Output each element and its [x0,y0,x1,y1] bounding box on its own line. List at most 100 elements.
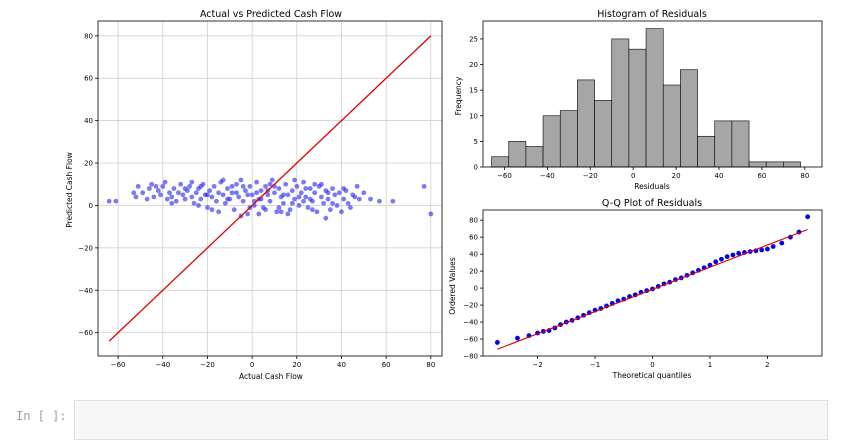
scatter-point [274,209,280,215]
scatter-point [254,179,259,185]
scatter-axes: Actual vs Predicted Cash Flow Actual Cas… [65,9,443,381]
scatter-point [292,196,297,202]
scatter-point [171,186,177,191]
scatter-point [307,196,313,202]
scatter-point [198,196,204,202]
scatter-point [325,190,331,196]
histogram-bar [680,69,698,168]
histogram-bar [611,38,630,168]
qq-ytick-label: 0 [474,285,478,293]
qq-axes: Q-Q Plot of Residuals Theoretical quanti… [448,198,823,380]
scatter-point [294,183,300,189]
qq-point [779,240,785,246]
histogram-xtick-label: 0 [631,172,635,180]
qq-xlabel: Theoretical quantiles [612,371,692,380]
scatter-point [334,203,340,208]
scatter-point [155,188,161,194]
qq-point [736,250,742,256]
scatter-point [146,186,152,191]
scatter-xtick-label: 0 [250,361,254,369]
scatter-ylabel: Predicted Cash Flow [65,152,74,228]
qq-xtick-label: 2 [765,361,769,369]
scatter-point [234,181,239,187]
scatter-point [285,192,291,198]
histogram-bar [542,115,561,168]
scatter-point [180,192,186,198]
scatter-point [276,186,282,191]
scatter-point [140,190,146,196]
scatter-point [216,190,222,196]
scatter-point [131,190,137,196]
scatter-point [341,196,347,202]
scatter-point [267,198,273,204]
scatter-point [236,194,242,200]
scatter-point [307,186,313,191]
scatter-point [339,209,344,215]
scatter-point [348,205,353,210]
scatter-point [368,196,373,202]
scatter-point [258,188,264,194]
histogram-bar [765,161,784,168]
scatter-point [272,190,277,196]
scatter-point [205,192,210,198]
scatter-point [312,190,318,196]
scatter-point [276,205,282,210]
scatter-point [267,181,273,187]
scatter-point [325,196,331,202]
scatter-point [345,200,351,206]
scatter-point [254,190,259,196]
scatter-point [149,181,155,187]
scatter-point [327,207,333,213]
scatter-point [240,183,246,189]
scatter-point [361,190,367,196]
histogram-bar [731,120,750,168]
scatter-point [336,190,342,196]
scatter-point [243,188,248,194]
scatter-point [207,188,213,194]
scatter-point [428,211,434,217]
histogram-xtick-label: 20 [672,172,681,180]
scatter-point [240,198,246,204]
scatter-point [182,196,188,202]
code-cell-input[interactable] [74,400,828,440]
scatter-point [318,194,324,200]
histogram-xtick-label: −40 [540,172,555,180]
scatter-point [421,183,427,189]
scatter-point [225,196,230,202]
scatter-point [222,200,228,206]
scatter-point [229,183,235,189]
histogram-xtick-label: −20 [583,172,598,180]
scatter-xtick-label: 60 [382,361,391,369]
qq-ytick-label: −60 [463,336,478,344]
scatter-point [176,190,181,196]
qq-ytick-label: −40 [463,319,478,327]
scatter-point [303,194,309,200]
scatter-point [247,183,253,189]
scatter-point [164,196,170,202]
scatter-xtick-label: −20 [200,361,215,369]
scatter-point [330,200,335,206]
scatter-ytick-label: 80 [84,32,93,40]
scatter-point [332,192,338,198]
histogram-ytick-label: 0 [474,164,478,172]
scatter-point [354,183,360,189]
scatter-reference-line [108,35,432,342]
scatter-point [341,186,347,191]
qq-point [719,256,724,262]
scatter-point [189,179,195,185]
scatter-point [211,183,217,189]
qq-ytick-label: 40 [469,251,478,259]
histogram-xtick-label: 40 [715,172,724,180]
histogram-ytick-label: 20 [469,61,478,69]
scatter-ytick-label: 0 [89,202,93,210]
scatter-point [285,211,291,217]
scatter-point [310,207,315,213]
scatter-ytick-label: −60 [78,329,93,337]
scatter-ytick-label: −40 [78,287,93,295]
scatter-point [287,207,293,213]
scatter-ytick-label: −20 [78,244,93,252]
scatter-point [225,186,230,191]
qq-point [759,247,765,253]
scatter-xtick-label: −60 [111,361,126,369]
scatter-point [209,194,215,200]
